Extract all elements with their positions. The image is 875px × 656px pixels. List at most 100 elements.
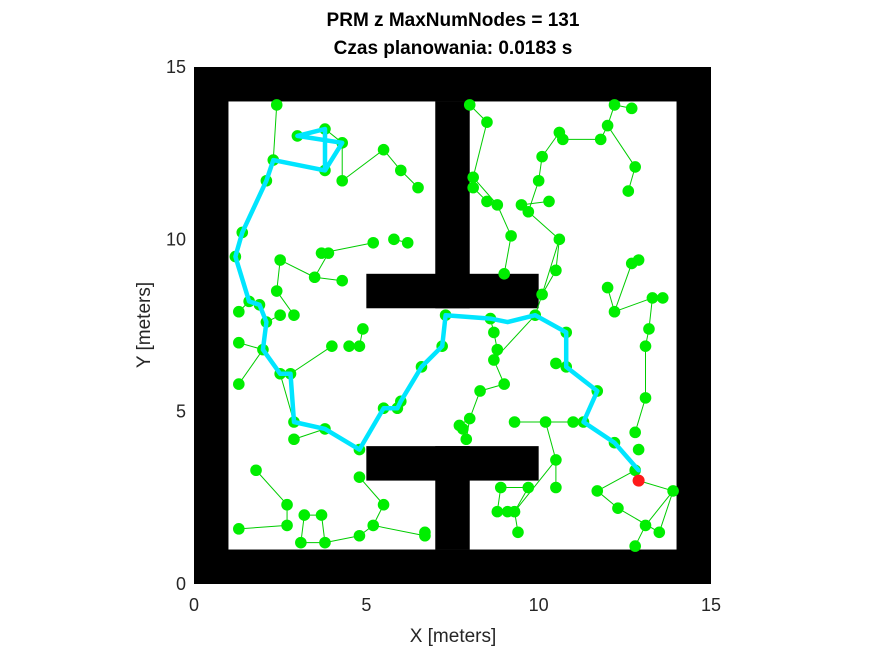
roadmap-node: [233, 523, 245, 535]
roadmap-node: [377, 498, 390, 511]
roadmap-edge: [634, 397, 646, 433]
roadmap-node: [353, 529, 366, 542]
roadmap-node: [322, 247, 335, 259]
roadmap-node: [512, 526, 524, 539]
roadmap-edge: [359, 476, 384, 506]
roadmap-node: [281, 498, 293, 511]
path-line: [233, 126, 641, 473]
chart-subtitle: Czas planowania: 0.0183 s: [334, 38, 573, 59]
obstacle-wall: [194, 67, 229, 584]
roadmap-node: [508, 416, 521, 428]
roadmap-edge: [373, 524, 426, 537]
roadmap-node: [594, 133, 607, 146]
chart-title: PRM z MaxNumNodes = 131: [327, 10, 580, 31]
roadmap-edge: [645, 490, 674, 526]
roadmap-node: [463, 412, 476, 425]
roadmap-edge: [472, 176, 498, 206]
roadmap-node: [377, 143, 390, 156]
x-tick-label: 0: [189, 595, 199, 615]
roadmap-edge: [472, 122, 488, 178]
roadmap-node: [498, 268, 511, 280]
roadmap-node: [463, 99, 476, 111]
goal-marker-group: [632, 474, 645, 487]
roadmap-node: [343, 340, 355, 352]
roadmap-node: [494, 481, 507, 494]
roadmap-node: [233, 305, 245, 318]
roadmap-node: [550, 454, 562, 466]
roadmap-edge: [514, 459, 557, 512]
roadmap-node: [336, 174, 349, 187]
y-axis-label: Y [meters]: [134, 282, 155, 368]
roadmap-node: [488, 326, 500, 339]
axes: 0 5 10 15 0 5 10 15: [166, 57, 721, 615]
roadmap-node: [491, 199, 504, 211]
roadmap-node: [270, 285, 283, 297]
roadmap-edge: [341, 149, 384, 182]
roadmap-node: [491, 505, 504, 518]
y-tick-labels: 0 5 10 15: [166, 57, 186, 594]
planned-path: [233, 126, 641, 473]
x-axis-label: X [meters]: [410, 626, 497, 647]
roadmap-node: [536, 288, 548, 301]
roadmap-node: [632, 254, 645, 266]
roadmap-node: [629, 426, 641, 439]
roadmap-node: [591, 485, 604, 497]
roadmap-edge: [658, 490, 674, 533]
obstacle-wall: [366, 446, 539, 481]
roadmap-node: [270, 99, 283, 111]
roadmap-node: [367, 519, 380, 532]
roadmap-node: [298, 509, 311, 521]
roadmap-node: [412, 181, 424, 194]
roadmap-node: [498, 378, 511, 390]
roadmap-node: [250, 464, 262, 477]
roadmap-node: [543, 195, 555, 208]
roadmap-node: [467, 171, 479, 184]
goal-marker: [632, 474, 645, 487]
roadmap-node: [550, 481, 562, 494]
roadmap-node: [460, 433, 473, 446]
obstacle-wall: [366, 273, 539, 309]
roadmap-node: [419, 526, 431, 539]
roadmap-node: [505, 230, 517, 242]
y-tick-label: 10: [166, 229, 186, 249]
roadmap-edge: [597, 469, 636, 492]
roadmap-node: [481, 195, 493, 208]
roadmap-node: [367, 236, 380, 249]
roadmap-node: [522, 205, 535, 218]
roadmap-node: [501, 505, 514, 518]
roadmap-edge: [607, 125, 636, 168]
roadmap-node: [522, 481, 535, 494]
roadmap-node: [608, 99, 621, 111]
roadmap-node: [639, 392, 652, 404]
y-tick-label: 5: [176, 402, 186, 422]
roadmap-node: [491, 343, 504, 356]
x-tick-label: 10: [529, 595, 549, 615]
roadmap-node: [622, 185, 635, 197]
roadmap-node: [295, 536, 307, 549]
obstacle-wall: [194, 549, 711, 584]
roadmap-edge: [255, 469, 288, 506]
roadmap-edge: [545, 421, 557, 461]
plot-area: [194, 67, 711, 584]
roadmap-node: [567, 416, 579, 428]
roadmap-edge: [238, 524, 288, 530]
roadmap-node: [274, 309, 286, 321]
roadmap-node: [536, 150, 548, 163]
roadmap-node: [326, 340, 338, 352]
roadmap-node: [353, 471, 366, 483]
roadmap-node: [488, 354, 500, 366]
x-tick-labels: 0 5 10 15: [189, 595, 721, 615]
obstacle-wall: [676, 67, 711, 584]
roadmap-node: [550, 264, 562, 277]
roadmap-node: [401, 236, 414, 249]
roadmap-node: [625, 102, 638, 115]
roadmap-node: [653, 526, 666, 539]
roadmap-node: [612, 502, 624, 514]
roadmap-node: [656, 292, 669, 304]
y-tick-label: 0: [176, 574, 186, 594]
roadmap-edge: [324, 535, 360, 544]
roadmap-edge: [614, 297, 653, 313]
roadmap-node: [608, 305, 621, 318]
roadmap-edge: [503, 235, 512, 274]
roadmap-edge: [272, 104, 278, 161]
